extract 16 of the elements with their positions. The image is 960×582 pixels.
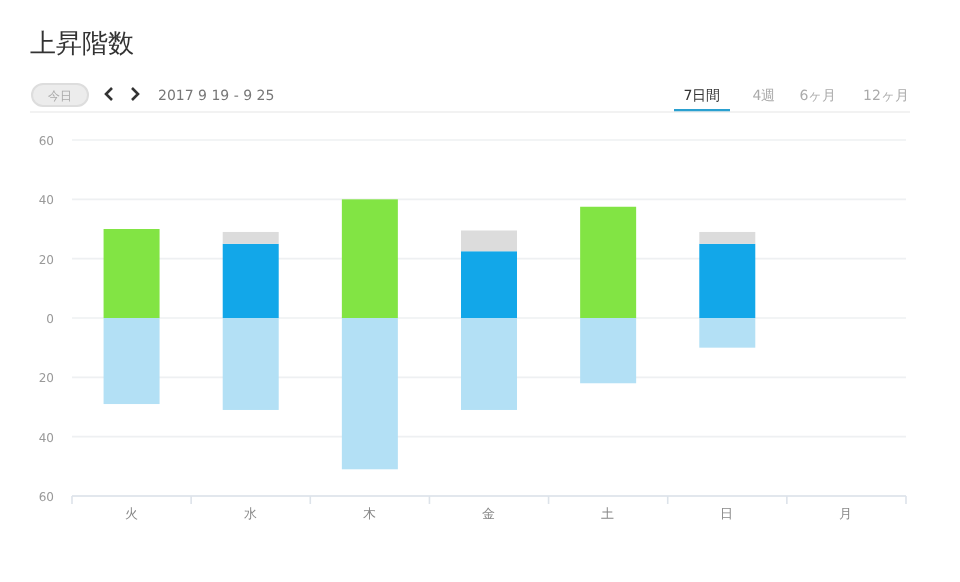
- bar: [103, 229, 160, 318]
- bar: [222, 318, 279, 410]
- bar: [699, 318, 756, 348]
- bar: [222, 243, 279, 318]
- bar: [222, 231, 279, 244]
- bar: [103, 318, 160, 405]
- chart-title: 上昇階数: [30, 30, 134, 60]
- bar: [580, 206, 637, 318]
- bar: [699, 231, 756, 244]
- bar: [461, 230, 517, 252]
- bar: [699, 243, 756, 318]
- bar: [461, 318, 517, 410]
- bar: [461, 251, 517, 318]
- bar: [580, 318, 637, 384]
- bar: [341, 199, 398, 318]
- bar: [341, 318, 398, 470]
